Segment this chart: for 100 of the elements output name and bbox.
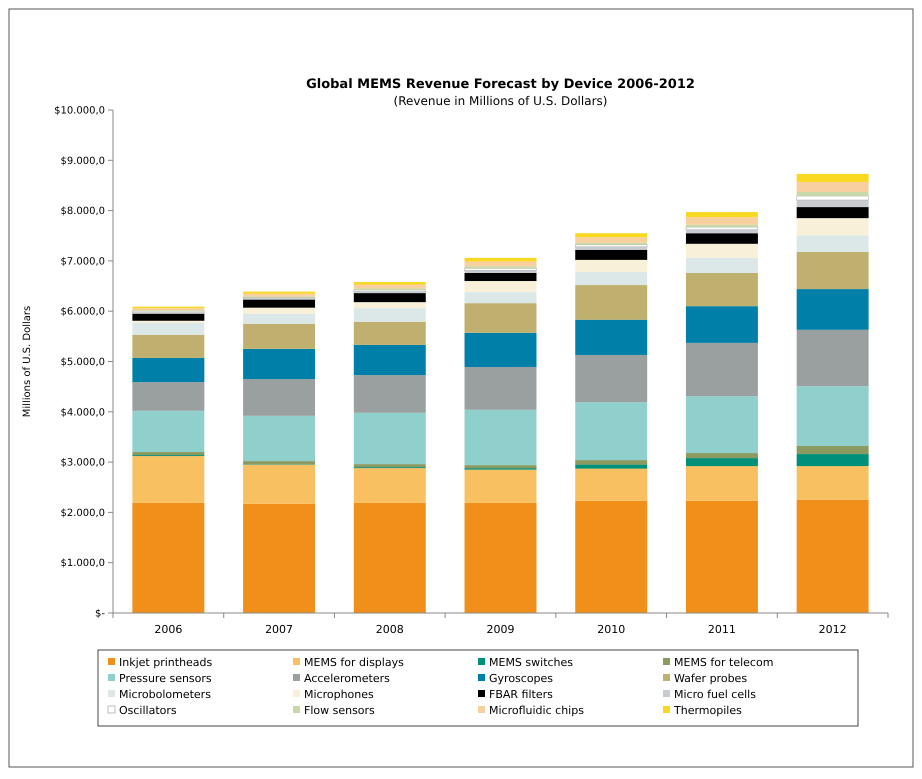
bar	[575, 285, 648, 320]
y-tick-label: $5.000,0	[60, 357, 105, 368]
legend-label: Microbolometers	[119, 688, 212, 701]
bar	[796, 454, 869, 466]
y-tick-label: $9.000,0	[60, 156, 105, 167]
bar	[575, 464, 648, 469]
bar	[575, 237, 648, 243]
chart-subtitle: (Revenue in Millions of U.S. Dollars)	[394, 94, 608, 108]
bar	[132, 334, 204, 358]
legend-label: MEMS switches	[489, 656, 574, 669]
bar	[575, 460, 648, 465]
x-tick-label: 2008	[376, 623, 404, 636]
x-tick-label: 2010	[597, 623, 626, 636]
legend-label: Flow sensors	[304, 704, 376, 717]
bar	[575, 320, 648, 355]
y-tick-label: $6.000,0	[60, 306, 105, 318]
x-tick-label: 2011	[708, 623, 736, 636]
bar	[575, 233, 648, 238]
bar	[354, 284, 426, 289]
bar	[354, 308, 426, 322]
bar	[796, 500, 869, 613]
bar	[132, 452, 204, 456]
bar	[686, 458, 758, 466]
bar	[354, 468, 426, 503]
bar	[132, 456, 204, 503]
bar	[354, 344, 426, 376]
x-tick-label: 2009	[486, 623, 514, 636]
bar	[354, 502, 426, 613]
legend-label: Inkjet printheads	[119, 656, 213, 669]
bar	[575, 468, 648, 501]
bar	[243, 461, 316, 464]
bar	[686, 217, 758, 225]
bar	[132, 502, 204, 613]
y-tick-label: $10.000,0	[54, 106, 105, 116]
bar	[243, 308, 316, 314]
bar	[464, 258, 536, 262]
legend-label: Accelerometers	[304, 672, 390, 685]
bar	[464, 281, 536, 292]
y-tick-label: $7.000,0	[60, 256, 105, 268]
bar	[243, 379, 316, 416]
bar	[796, 330, 869, 386]
bar	[464, 470, 536, 503]
legend-label: Microphones	[304, 688, 374, 701]
bar	[575, 354, 648, 402]
bar	[796, 466, 869, 500]
bar	[243, 464, 316, 504]
bar	[686, 466, 758, 501]
bar	[686, 306, 758, 343]
bar	[464, 332, 536, 368]
bar	[243, 300, 316, 308]
bar	[796, 446, 869, 454]
bar	[575, 500, 648, 613]
bar	[132, 382, 204, 411]
y-tick-label: $3.000,0	[60, 458, 105, 469]
bar	[354, 375, 426, 413]
legend-label: MEMS for telecom	[674, 656, 774, 669]
bar	[464, 303, 536, 333]
bar	[132, 314, 204, 321]
bar	[796, 207, 869, 218]
bar	[686, 233, 758, 244]
bar	[575, 250, 648, 260]
bar	[796, 200, 869, 208]
bar	[464, 292, 536, 304]
bar	[354, 293, 426, 302]
bar	[686, 258, 758, 273]
bar	[243, 324, 316, 349]
bar	[354, 412, 426, 464]
bar	[575, 402, 648, 460]
y-tick-label: $8.000,0	[60, 206, 105, 218]
bar	[796, 196, 869, 200]
legend-label: Microfluidic chips	[489, 704, 584, 717]
bar	[796, 174, 869, 182]
x-tick-label: 2006	[154, 623, 182, 636]
bar	[243, 416, 316, 462]
bar	[132, 358, 204, 382]
bar	[464, 272, 536, 282]
legend-label: Pressure sensors	[119, 672, 212, 685]
y-axis-title: Millions of U.S. Dollars	[22, 306, 33, 418]
bar	[796, 252, 869, 290]
chart-title: Global MEMS Revenue Forecast by Device 2006-2012	[306, 77, 695, 92]
bar	[575, 272, 648, 286]
bar	[464, 261, 536, 266]
legend-label: FBAR filters	[489, 688, 554, 701]
bar	[243, 504, 316, 613]
bar	[686, 342, 758, 396]
bar	[464, 410, 536, 466]
y-tick-label: $4.000,0	[60, 407, 105, 418]
bar	[575, 260, 648, 272]
bar	[354, 282, 426, 285]
legend-label: Micro fuel cells	[674, 688, 756, 701]
bar	[686, 500, 758, 613]
bar	[686, 244, 758, 258]
bar	[796, 386, 869, 446]
bar	[354, 322, 426, 345]
x-tick-label: 2012	[818, 623, 847, 636]
bar	[464, 465, 536, 468]
bar	[686, 226, 758, 230]
bar	[686, 396, 758, 454]
y-tick-label: $1.000,0	[60, 558, 105, 570]
legend-label: Gyroscopes	[489, 672, 554, 685]
